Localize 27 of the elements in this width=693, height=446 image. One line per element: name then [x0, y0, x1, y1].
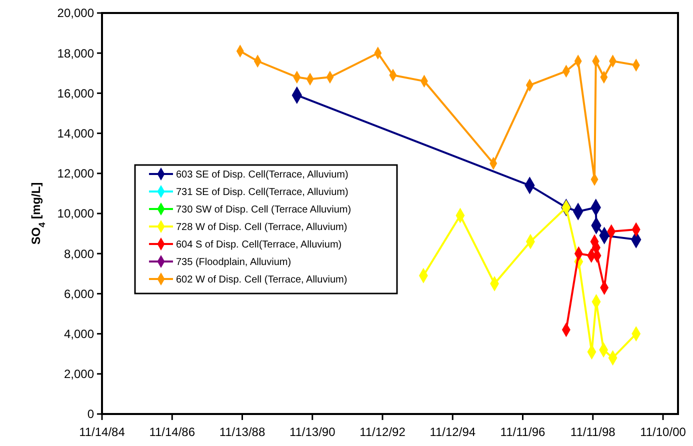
x-tick-label: 11/14/84	[79, 425, 126, 439]
legend-label: 730 SW of Disp. Cell (Terrace Alluvium)	[176, 204, 352, 216]
x-tick-label: 11/12/92	[360, 425, 406, 439]
x-tick-label: 11/10/00	[640, 425, 686, 439]
legend-label: 603 SE of Disp. Cell(Terrace, Alluvium)	[176, 170, 348, 180]
x-tick-label: 11/13/88	[219, 425, 266, 439]
y-tick-label: 12,000	[57, 166, 94, 181]
legend-label: 735 (Floodplain, Alluvium)	[176, 257, 292, 268]
y-tick-label: 18,000	[57, 46, 94, 60]
x-tick-label: 11/13/90	[289, 425, 336, 439]
legend-label: 731 SE of Disp. Cell(Terrace, Alluvium)	[176, 187, 348, 198]
y-tick-label: 16,000	[57, 86, 94, 100]
y-tick-label: 8,000	[64, 246, 94, 261]
x-tick-label: 11/11/98	[570, 425, 616, 439]
y-tick-label: 20,000	[57, 6, 94, 20]
y-tick-label: 10,000	[57, 206, 94, 221]
y-tick-label: 14,000	[57, 126, 94, 140]
y-tick-label: 4,000	[64, 327, 94, 341]
x-tick-label: 11/12/94	[430, 425, 476, 439]
legend-label: 602 W of Disp. Cell (Terrace, Alluvium)	[176, 274, 348, 286]
legend-label: 604 S of Disp. Cell(Terrace, Alluvium)	[176, 240, 342, 250]
x-tick-label: 11/14/86	[149, 425, 196, 439]
y-tick-label: 0	[87, 407, 94, 422]
legend-label: 728 W of Disp. Cell (Terrace, Alluvium)	[176, 222, 348, 233]
y-tick-label: 2,000	[64, 367, 94, 382]
y-tick-label: 6,000	[64, 286, 94, 301]
x-tick-label: 11/11/96	[500, 425, 546, 439]
